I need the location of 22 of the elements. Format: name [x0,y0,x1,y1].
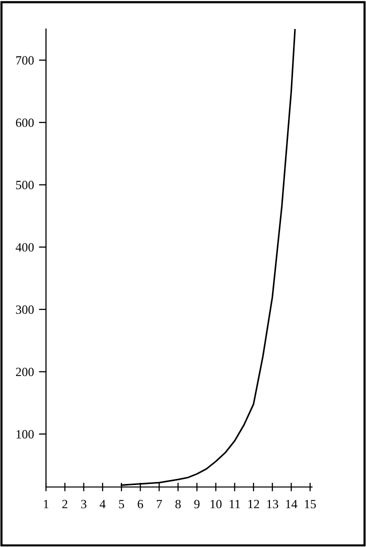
y-tick-label: 500 [16,180,34,190]
x-tick-label: 1 [44,500,48,508]
y-tick-label: 600 [16,118,34,127]
x-tick-label: 15 [304,500,316,508]
x-tick-label: 5 [119,500,124,508]
x-tick-label: 11 [230,500,240,508]
x-tick-label: 10 [210,500,222,508]
x-tick-label: 6 [138,500,144,508]
x-tick-label: 2 [62,500,68,508]
x-tick-label: 12 [248,500,260,508]
y-tick-label: 100 [16,430,34,438]
x-tick-label: 3 [81,500,86,508]
x-tick-label: 9 [194,500,200,508]
x-tick-label: 13 [267,500,278,508]
y-tick-label: 200 [16,368,34,376]
x-tick-label: 7 [156,500,162,508]
y-tick-label: 300 [16,305,34,314]
x-tick-label: 14 [286,500,298,508]
x-tick-label: 4 [100,500,106,508]
x-tick-label: 8 [175,500,181,508]
y-tick-label: 400 [16,243,34,252]
y-tick-label: 700 [16,56,34,65]
